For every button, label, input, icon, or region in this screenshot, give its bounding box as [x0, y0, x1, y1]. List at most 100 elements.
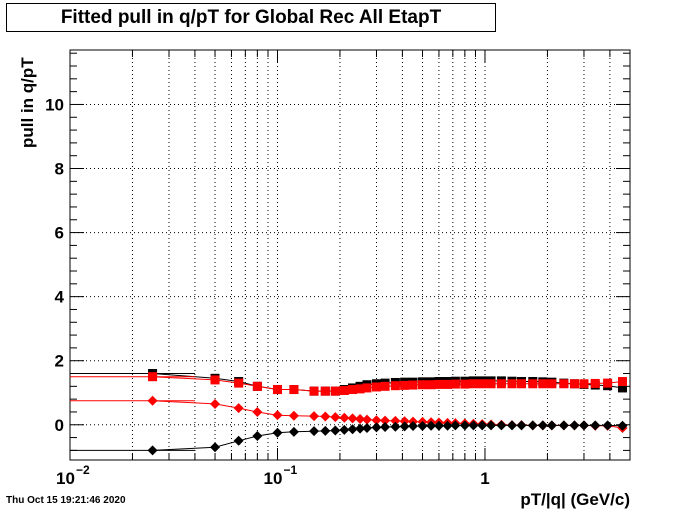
data-point — [147, 395, 158, 406]
data-point — [309, 411, 320, 422]
data-point — [347, 424, 358, 435]
x-axis-label: pT/|q| (GeV/c) — [520, 490, 630, 509]
data-point — [558, 420, 569, 431]
data-point — [477, 420, 488, 431]
data-point — [460, 379, 470, 389]
data-point — [569, 379, 579, 389]
data-point — [234, 378, 244, 388]
data-point — [617, 420, 628, 431]
data-point — [516, 420, 527, 431]
data-point — [426, 380, 436, 390]
y-tick-label: 10 — [45, 95, 64, 114]
x-tick-label: 1 — [480, 469, 489, 488]
data-point — [477, 379, 487, 389]
data-point — [210, 375, 220, 385]
data-point — [390, 381, 400, 391]
data-point — [468, 379, 478, 389]
data-point — [578, 420, 589, 431]
data-point — [339, 424, 350, 435]
data-point — [617, 377, 627, 387]
data-point — [361, 414, 372, 425]
x-tick-label-exp: −2 — [76, 463, 90, 477]
x-tick-label-base: 10 — [56, 469, 75, 488]
data-point — [330, 386, 340, 396]
x-tick-label-exp: −1 — [283, 463, 297, 477]
data-point — [371, 415, 382, 426]
data-point — [559, 379, 569, 389]
data-point — [590, 378, 600, 388]
data-point — [408, 380, 418, 390]
series-1 — [70, 372, 627, 396]
data-point — [434, 379, 444, 389]
plot-frame — [69, 49, 631, 461]
data-point — [399, 416, 410, 427]
data-point — [272, 410, 283, 421]
axis-ticks — [69, 50, 631, 460]
data-point — [339, 412, 350, 423]
data-point — [617, 383, 627, 393]
data-point — [289, 385, 299, 395]
data-point — [380, 381, 390, 391]
data-point — [362, 383, 372, 393]
data-point — [486, 420, 497, 431]
data-point — [496, 379, 506, 389]
data-point — [309, 386, 319, 396]
data-point — [252, 406, 263, 417]
y-tick-label: 6 — [55, 224, 64, 243]
data-point — [517, 379, 527, 389]
data-point — [309, 426, 320, 437]
data-point — [433, 420, 444, 431]
data-point — [507, 379, 517, 389]
data-point — [496, 420, 507, 431]
data-point — [546, 420, 557, 431]
data-point — [579, 379, 589, 389]
datestamp: Thu Oct 15 19:21:46 2020 — [6, 495, 126, 506]
y-tick-label: 8 — [55, 160, 64, 179]
y-tick-label: 4 — [55, 288, 65, 307]
data-point — [547, 379, 557, 389]
data-point — [527, 420, 538, 431]
data-point — [210, 442, 221, 453]
data-point — [468, 420, 479, 431]
data-point — [528, 379, 538, 389]
data-point — [399, 421, 410, 432]
data-point — [355, 384, 365, 394]
data-point — [148, 372, 158, 382]
plot-border — [69, 49, 631, 461]
y-tick-label: 2 — [55, 352, 64, 371]
data-point — [233, 403, 244, 414]
data-point — [371, 382, 381, 392]
data-point — [537, 420, 548, 431]
data-point — [569, 420, 580, 431]
data-point — [459, 420, 470, 431]
series-3 — [70, 420, 628, 456]
data-point — [538, 379, 548, 389]
data-point — [330, 412, 341, 423]
data-point — [486, 379, 496, 389]
data-point — [602, 420, 613, 431]
data-point — [330, 425, 341, 436]
data-point — [390, 415, 401, 426]
data-point — [590, 420, 601, 431]
data-point — [390, 421, 401, 432]
data-point — [442, 420, 453, 431]
chart-title: Fitted pull in q/pT for Global Rec All E… — [6, 3, 496, 32]
data-point — [371, 422, 382, 433]
data-point — [443, 379, 453, 389]
data-point — [320, 386, 330, 396]
data-point — [272, 385, 282, 395]
data-point — [233, 435, 244, 446]
data-point — [339, 385, 349, 395]
data-point — [272, 427, 283, 438]
data-point — [347, 413, 358, 424]
data-point — [147, 445, 158, 456]
data-point — [380, 422, 391, 433]
data-point — [361, 422, 372, 433]
data-point — [355, 414, 366, 424]
data-series — [70, 369, 628, 456]
data-point — [450, 379, 460, 389]
data-point — [400, 380, 410, 390]
data-point — [408, 421, 419, 432]
